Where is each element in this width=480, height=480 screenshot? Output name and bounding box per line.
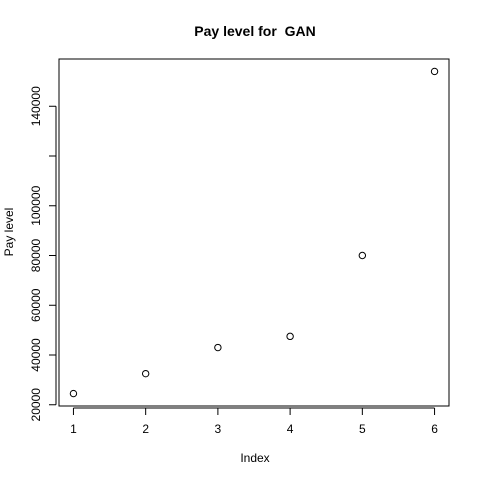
- plot-frame: [58, 58, 450, 407]
- y-tick-label: 80000: [29, 239, 43, 273]
- data-point: [69, 389, 78, 398]
- data-point: [358, 251, 367, 260]
- x-tick-label: 6: [431, 422, 438, 436]
- data-point: [286, 332, 294, 341]
- x-axis: 1 2 3 4 5 6: [70, 407, 438, 436]
- y-axis-label: Pay level: [2, 208, 16, 257]
- y-tick-label: 100000: [29, 185, 43, 225]
- x-tick-label: 2: [142, 422, 149, 436]
- x-tick-label: 3: [215, 422, 222, 436]
- x-tick-label: 5: [359, 422, 366, 436]
- data-points: [69, 67, 439, 398]
- y-tick-label: 40000: [29, 338, 43, 372]
- x-tick-label: 1: [70, 422, 77, 436]
- y-tick-label: 140000: [29, 86, 43, 126]
- chart-title: Pay level for GAN: [194, 23, 315, 39]
- x-tick-label: 4: [287, 422, 294, 436]
- y-tick-label: 60000: [29, 288, 43, 322]
- data-point: [430, 67, 439, 76]
- data-point: [141, 369, 150, 378]
- data-point: [214, 343, 222, 352]
- x-axis-label: Index: [240, 451, 269, 465]
- y-axis: 20000 40000 60000 80000 100000 140000: [29, 86, 57, 422]
- y-tick-label: 20000: [29, 388, 43, 422]
